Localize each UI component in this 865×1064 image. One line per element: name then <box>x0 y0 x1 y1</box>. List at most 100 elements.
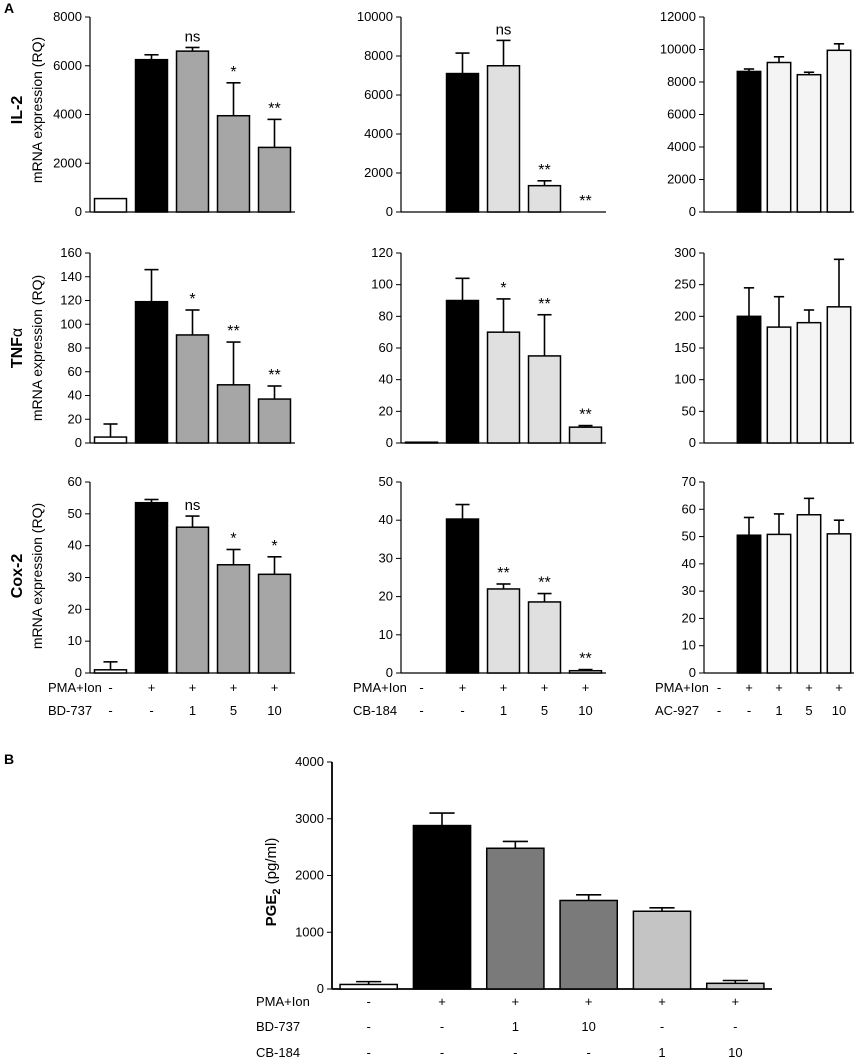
legend-cell: - <box>513 1045 517 1060</box>
legend-a_col2: PMA+Ion - + + + +CB-184- -1 5 10 <box>353 680 593 718</box>
y-tick-label: 6000 <box>667 107 696 122</box>
chart-cox2_ac927: 0 10 20 30 40 50 60 70 <box>682 474 854 680</box>
y-tick-label: 10000 <box>357 9 393 24</box>
y-tick-label: 8000 <box>364 48 393 63</box>
y-tick-label: 80 <box>68 340 82 355</box>
bar <box>257 146 292 213</box>
bar <box>632 910 692 990</box>
row-label-tnf-gene: TNF <box>9 337 26 368</box>
legend-cell: + <box>512 994 520 1009</box>
bar <box>796 73 822 213</box>
chart-il2_ac927: 0 2000 4000 6000 8000 10000 12000 <box>660 9 854 219</box>
y-tick-label: 160 <box>60 245 82 260</box>
bar <box>559 899 619 990</box>
legend-cell: 5 <box>805 703 812 718</box>
significance-label: ** <box>579 651 591 668</box>
legend-row-label: PMA+Ion <box>655 680 709 695</box>
legend-a_col1: PMA+Ion - + + + +BD-737- -1 5 10 <box>48 680 282 718</box>
bar <box>796 321 822 444</box>
pge2-ylabel: PGE2 (pg/ml) <box>263 838 283 927</box>
y-tick-label: 2000 <box>667 172 696 187</box>
bar <box>412 824 472 990</box>
y-tick-label: 30 <box>68 570 82 585</box>
y-tick-label: 20 <box>379 403 393 418</box>
bar <box>404 441 439 444</box>
bar <box>736 315 762 444</box>
significance-label: ** <box>268 100 280 117</box>
row-label-tnf-sub: mRNA expression (RQ) <box>29 275 45 421</box>
legend-cell: + <box>582 680 590 695</box>
legend-cell: 1 <box>189 703 196 718</box>
legend-row-label: PMA+Ion <box>256 994 310 1009</box>
row-label-il2: IL-2 <box>9 96 26 125</box>
significance-label: ** <box>538 575 550 592</box>
legend-cell: 10 <box>581 1019 595 1034</box>
legend-cell: - <box>108 703 112 718</box>
bar <box>486 331 521 444</box>
row-label-cox2-gene: Cox-2 <box>9 554 26 599</box>
legend-cell: - <box>660 1019 664 1034</box>
legend-row-label: AC-927 <box>655 703 699 718</box>
legend-row-label: PMA+Ion <box>353 680 407 695</box>
bar <box>134 300 169 444</box>
bar <box>826 533 852 674</box>
y-tick-label: 6000 <box>53 58 82 73</box>
legend-cell: - <box>717 680 721 695</box>
chart-cox2_cb184: 0 10 20 30 40 50 ** ** ** <box>379 474 606 680</box>
bar <box>527 601 562 674</box>
y-tick-label: 12000 <box>660 9 696 24</box>
legend-cell: - <box>733 1019 737 1034</box>
bar <box>93 436 128 444</box>
row-label-cox2-sub: mRNA expression (RQ) <box>29 503 45 649</box>
legend-row-label: CB-184 <box>256 1045 300 1060</box>
y-tick-label: 200 <box>674 308 696 323</box>
significance-label: ** <box>579 193 591 210</box>
y-tick-label: 20 <box>68 411 82 426</box>
y-tick-label: 150 <box>674 340 696 355</box>
y-tick-label: 250 <box>674 277 696 292</box>
legend-cell: - <box>717 703 721 718</box>
y-tick-label: 1000 <box>295 924 324 939</box>
bar <box>705 982 765 990</box>
bar <box>175 334 210 444</box>
legend-cell: - <box>419 703 423 718</box>
significance-label: ** <box>538 162 550 179</box>
legend-cell: - <box>366 994 370 1009</box>
legend-cell: + <box>148 680 156 695</box>
legend-cell: + <box>732 994 740 1009</box>
y-tick-label: 40 <box>682 556 696 571</box>
bar <box>486 65 521 213</box>
y-tick-label: 0 <box>317 981 324 996</box>
bar <box>796 513 822 674</box>
y-tick-label: 120 <box>371 245 393 260</box>
row-label-tnf-sub-wrap: mRNA expression (RQ) <box>29 275 45 421</box>
significance-label: ** <box>579 407 591 424</box>
y-tick-label: 50 <box>379 474 393 489</box>
row-label-il2-sub: mRNA expression (RQ) <box>29 37 45 183</box>
y-tick-label: 100 <box>60 316 82 331</box>
chart-pge2: 0 1000 2000 3000 4000 <box>295 754 772 996</box>
y-tick-label: 60 <box>68 474 82 489</box>
row-label-cox2-sub-wrap: mRNA expression (RQ) <box>29 503 45 649</box>
bar <box>766 61 792 213</box>
bar <box>766 533 792 674</box>
bar <box>216 114 251 213</box>
y-tick-label: 60 <box>682 501 696 516</box>
legend-cell: - <box>366 1045 370 1060</box>
y-tick-label: 0 <box>689 665 696 680</box>
significance-label: ** <box>497 565 509 582</box>
y-tick-label: 10000 <box>660 42 696 57</box>
bar <box>486 588 521 674</box>
significance-label: * <box>500 280 506 297</box>
y-tick-label: 0 <box>689 435 696 450</box>
legend-cell: + <box>658 994 666 1009</box>
legend-row-label: BD-737 <box>256 1019 300 1034</box>
significance-label: ns <box>185 497 201 514</box>
y-tick-label: 0 <box>75 204 82 219</box>
y-tick-label: 50 <box>68 506 82 521</box>
y-tick-label: 0 <box>386 435 393 450</box>
legend-cell: - <box>586 1045 590 1060</box>
y-tick-label: 0 <box>75 435 82 450</box>
